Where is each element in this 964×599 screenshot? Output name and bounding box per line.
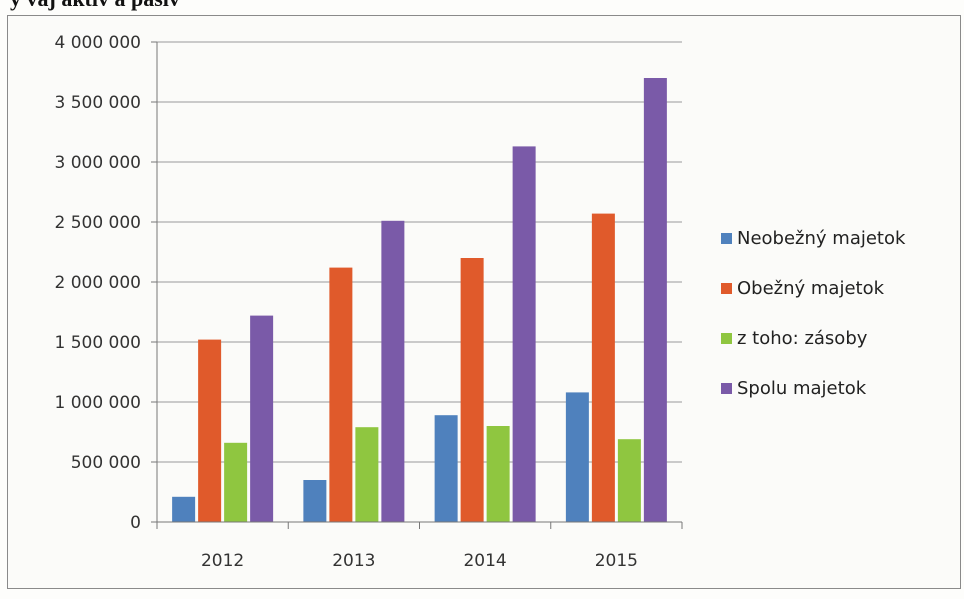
cut-off-heading: y vaj aktiv a pasív bbox=[10, 0, 180, 12]
bar bbox=[512, 146, 536, 522]
x-tick-label: 2015 bbox=[595, 551, 638, 571]
legend-swatch bbox=[721, 333, 732, 344]
bar bbox=[250, 315, 274, 522]
y-tick-label: 3 500 000 bbox=[54, 93, 141, 113]
bar bbox=[355, 427, 379, 522]
bar bbox=[434, 415, 458, 522]
legend-label: Spolu majetok bbox=[737, 378, 867, 399]
legend-label: z toho: zásoby bbox=[737, 328, 868, 349]
y-tick-label: 4 000 000 bbox=[54, 33, 141, 53]
y-tick-label: 500 000 bbox=[71, 453, 141, 473]
y-axis: 0 500 000 1 000 000 1 500 000 2 000 000 2 500… bbox=[54, 33, 158, 533]
y-tick-label: 3 000 000 bbox=[54, 153, 141, 173]
legend-label: Neobežný majetok bbox=[737, 228, 906, 249]
bar bbox=[224, 442, 248, 522]
bar bbox=[460, 258, 484, 522]
y-tick-label: 1 500 000 bbox=[54, 333, 141, 353]
bar bbox=[486, 426, 510, 522]
bar bbox=[591, 213, 615, 522]
y-tick-label: 1 000 000 bbox=[54, 393, 141, 413]
bars bbox=[172, 78, 667, 523]
x-tick-label: 2014 bbox=[463, 551, 506, 571]
legend-swatch bbox=[721, 233, 732, 244]
x-axis: 2012 2013 2014 2015 bbox=[156, 521, 683, 571]
legend-swatch bbox=[721, 283, 732, 294]
bar bbox=[303, 480, 327, 522]
y-tick-label: 2 500 000 bbox=[54, 213, 141, 233]
bar bbox=[565, 392, 589, 522]
y-tick-label: 2 000 000 bbox=[54, 273, 141, 293]
bar bbox=[381, 220, 405, 523]
x-tick-label: 2012 bbox=[201, 551, 244, 571]
chart-frame bbox=[7, 15, 961, 589]
legend-label: Obežný majetok bbox=[737, 278, 885, 299]
bar bbox=[198, 339, 222, 522]
legend: Neobežný majetok Obežný majetok z toho: zá… bbox=[721, 228, 906, 399]
legend-swatch bbox=[721, 383, 732, 394]
bar bbox=[329, 267, 353, 522]
bar bbox=[617, 439, 641, 522]
y-tick-label: 0 bbox=[130, 513, 141, 533]
bar bbox=[643, 78, 667, 522]
x-tick-label: 2013 bbox=[332, 551, 375, 571]
bar bbox=[172, 496, 196, 522]
